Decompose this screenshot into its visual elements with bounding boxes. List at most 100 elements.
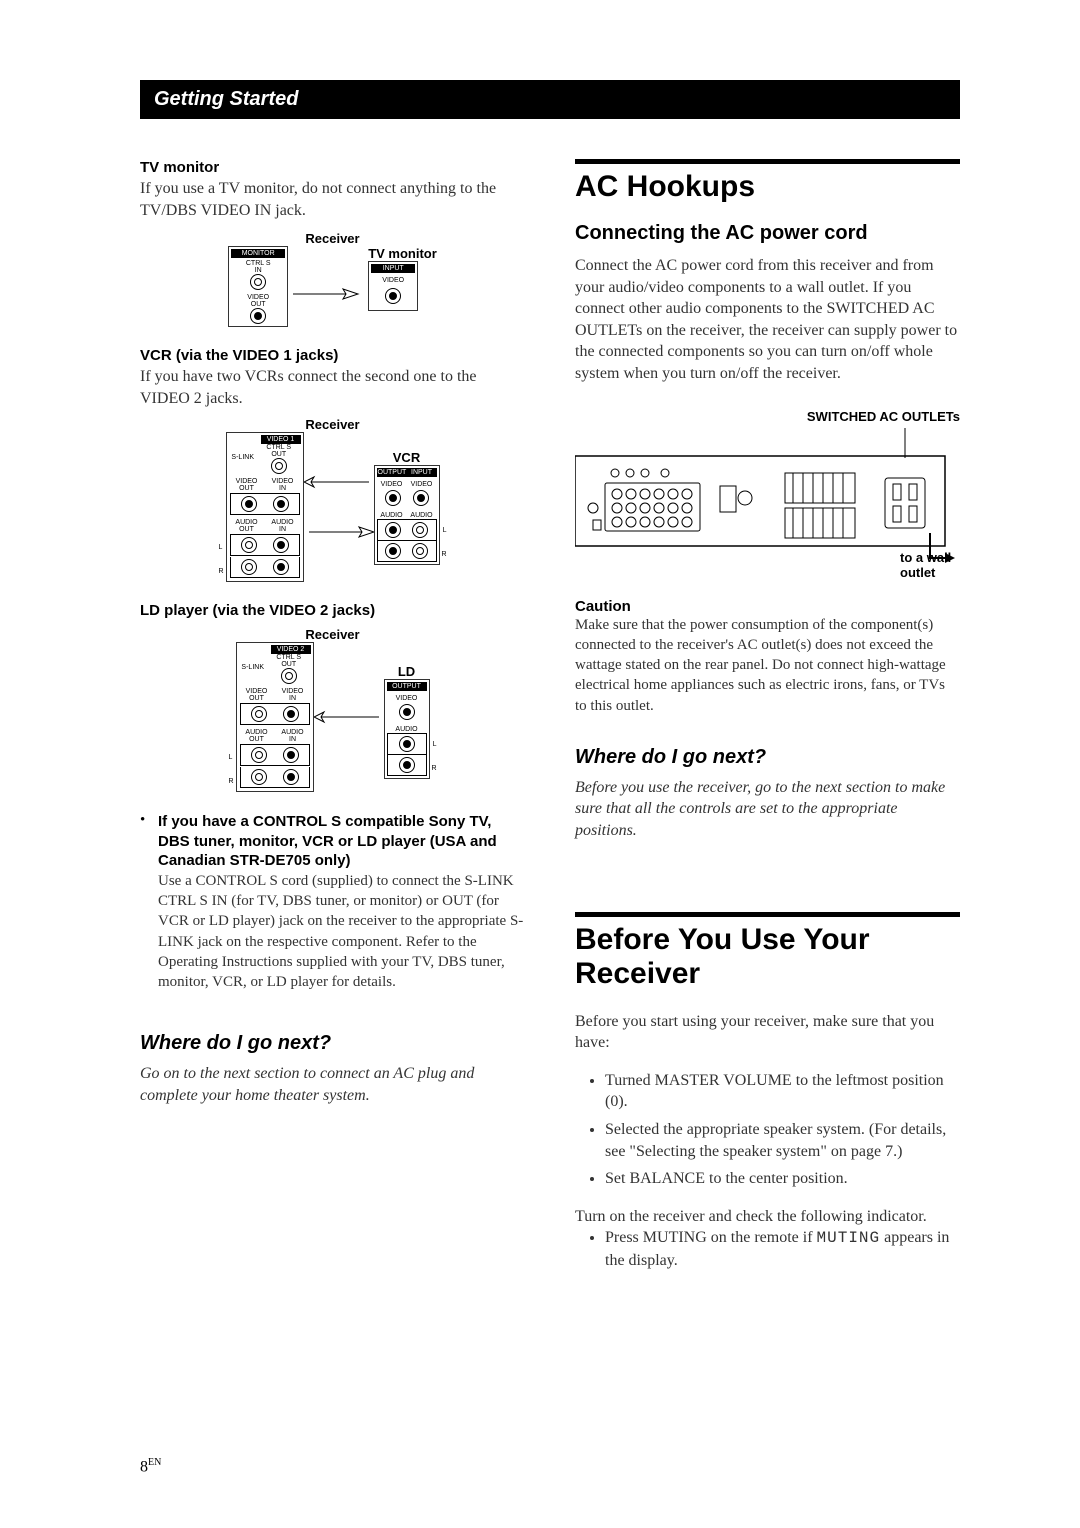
vcr-text: If you have two VCRs connect the second … [140,366,525,409]
jack-icon [399,704,415,720]
jack-icon [283,706,299,722]
wall-label: to a wall outlet [900,550,970,580]
controls-text: Use a CONTROL S cord (supplied) to conne… [158,871,525,993]
ld-label: LD [384,664,430,679]
vcr-heading: VCR (via the VIDEO 1 jacks) [140,347,525,364]
list-item: Selected the appropriate speaker system.… [605,1119,960,1162]
aout-label: AUDIO OUT [229,519,265,533]
jack-icon [283,769,299,785]
tv-monitor-block: TV monitor If you use a TV monitor, do n… [140,159,525,327]
l-label: L [229,754,233,761]
jack-icon [399,736,415,752]
ain-label: AUDIO IN [275,729,311,743]
jack-icon [273,559,289,575]
control-s-block: • If you have a CONTROL S compatible Son… [140,812,525,992]
slink-label: S-LINK [229,454,257,461]
input-label: INPUT [407,468,437,477]
ld-block: LD player (via the VIDEO 2 jacks) Receiv… [140,602,525,792]
arrow-icon [304,472,374,492]
arrow-icon [314,707,384,727]
ld-heading: LD player (via the VIDEO 2 jacks) [140,602,525,619]
jack-icon [385,490,401,506]
jack-icon [250,274,266,290]
wherenext-heading-r: Where do I go next? [575,746,960,769]
muting-word: MUTING [817,1229,881,1247]
vcr-block: VCR (via the VIDEO 1 jacks) If you have … [140,347,525,582]
tv-text: If you use a TV monitor, do not connect … [140,178,525,221]
jack-icon [385,522,401,538]
ain-label: AUDIO IN [265,519,301,533]
wherenext-heading: Where do I go next? [140,1032,525,1055]
page-num-value: 8 [140,1458,148,1475]
aout-label: AUDIO OUT [239,729,275,743]
jack-icon [271,458,287,474]
arrow-icon [304,522,374,542]
ac-sub: Connecting the AC power cord [575,222,960,245]
receiver-label: Receiver [226,417,440,432]
before-list: Turned MASTER VOLUME to the leftmost pos… [587,1070,960,1190]
header-bar: Getting Started [140,80,960,119]
video-label: VIDEO [377,481,407,488]
page-number: 8EN [140,1457,161,1476]
ac-text: Connect the AC power cord from this rece… [575,255,960,385]
header-title: Getting Started [154,88,298,110]
tv-heading: TV monitor [140,159,525,176]
slink-label: S-LINK [239,664,267,671]
jack-icon [241,537,257,553]
jack-icon [412,543,428,559]
wherenext-text-r: Before you use the receiver, go to the n… [575,777,960,842]
r-label: R [431,765,436,772]
caution-heading: Caution [575,598,960,615]
jack-icon [399,757,415,773]
jack-icon [250,308,266,324]
jack-icon [241,559,257,575]
page-num-suffix: EN [148,1457,161,1468]
ctrlsout-label: CTRL S OUT [257,444,301,458]
output-label: OUTPUT [387,682,427,691]
outlet-label: SWITCHED AC OUTLETs [575,409,960,424]
videoout-label: VIDEO OUT [231,294,285,308]
receiver-label: Receiver [236,627,430,642]
jack-icon [273,496,289,512]
receiver-label: Receiver [228,231,437,246]
jack-icon [251,706,267,722]
wherenext-text: Go on to the next section to connect an … [140,1063,525,1106]
jack-icon [385,288,401,304]
input-label: INPUT [371,264,415,273]
caution-text: Make sure that the power consumption of … [575,615,960,716]
list-item: Set BALANCE to the center position. [605,1168,960,1190]
jack-icon [283,747,299,763]
l-label: L [433,741,437,748]
muting-pre: Press MUTING on the remote if [605,1229,817,1246]
jack-icon [241,496,257,512]
vcr-label: VCR [374,450,440,465]
audio-label: AUDIO [377,512,407,519]
r-label: R [229,778,234,785]
jack-icon [413,490,429,506]
audio-label: AUDIO [387,726,427,733]
vout-label: VIDEO OUT [239,688,275,702]
video-label: VIDEO [387,695,427,702]
video-label: VIDEO [371,277,415,284]
l-label: L [219,544,223,551]
right-column: AC Hookups Connecting the AC power cord … [575,159,960,1278]
ctrls-label: CTRL S OUT [267,654,311,668]
rear-panel-diagram [575,428,955,568]
output-label: OUTPUT [377,468,407,477]
before-title: Before You Use Your Receiver [575,912,960,991]
before-footer: Turn on the receiver and check the follo… [575,1206,960,1228]
vin-label: VIDEO IN [275,688,311,702]
video2-label: VIDEO 2 [271,645,311,654]
jack-icon [412,522,428,538]
list-item: Turned MASTER VOLUME to the leftmost pos… [605,1070,960,1113]
r-label: R [219,568,224,575]
controls-heading: If you have a CONTROL S compatible Sony … [158,812,525,871]
left-column: TV monitor If you use a TV monitor, do n… [140,159,525,1278]
r-label: R [441,551,446,558]
jack-icon [273,537,289,553]
arrow-icon [288,264,368,304]
jack-icon [251,747,267,763]
audio-label: AUDIO [407,512,437,519]
vin-label: VIDEO IN [265,478,301,492]
video1-label: VIDEO 1 [261,435,301,444]
